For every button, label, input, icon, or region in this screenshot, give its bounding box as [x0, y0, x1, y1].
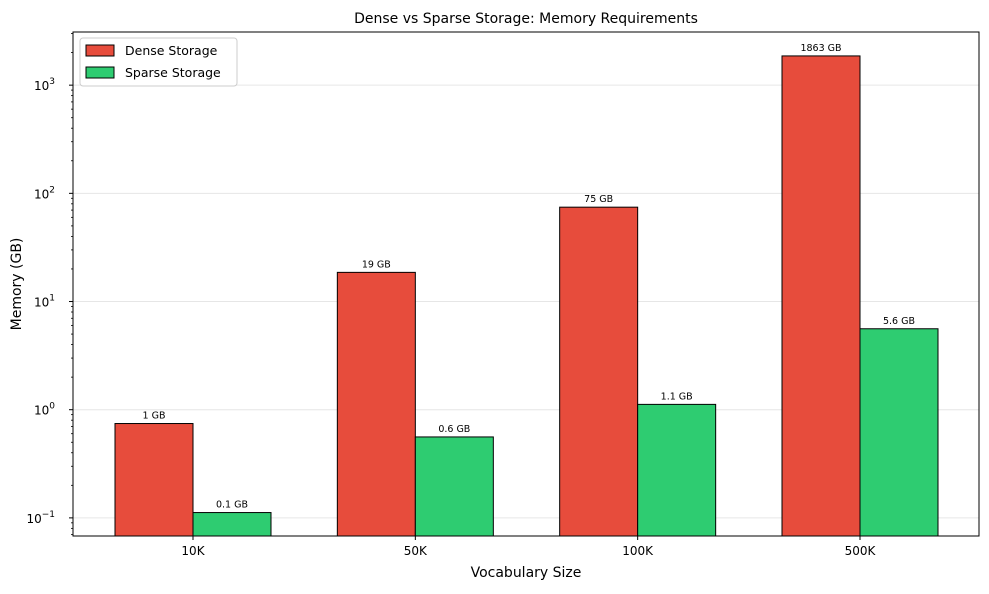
x-tick-label: 100K — [622, 544, 654, 558]
y-tick-label: 101 — [34, 294, 55, 310]
bar-dense — [559, 206, 639, 537]
y-axis-label: Memory (GB) — [9, 238, 25, 331]
y-axis-ticks: 10−1 100 101 102 103 — [26, 77, 73, 526]
legend-label-dense: Dense Storage — [125, 43, 218, 58]
legend-swatch-dense — [85, 44, 115, 57]
legend-swatch-sparse — [85, 66, 115, 79]
x-axis-label: Vocabulary Size — [471, 565, 582, 581]
chart-title: Dense vs Sparse Storage: Memory Requirem… — [354, 11, 698, 27]
y-tick-label: 102 — [34, 185, 55, 201]
legend: Dense Storage Sparse Storage — [79, 37, 238, 87]
bar-dense — [336, 271, 416, 537]
bar-value-label: 0.6 GB — [438, 424, 470, 435]
x-axis-ticks: 10K 50K 100K 500K — [181, 536, 877, 558]
plot-frame — [72, 31, 980, 537]
bar-value-label: 1 GB — [143, 411, 166, 422]
bar-sparse — [637, 403, 717, 537]
x-tick-label: 50K — [404, 544, 428, 558]
bar-value-label: 75 GB — [584, 194, 613, 205]
y-tick-label: 103 — [34, 77, 55, 93]
y-tick-label: 100 — [34, 402, 55, 418]
bar-dense — [114, 423, 194, 537]
x-tick-label: 500K — [845, 544, 877, 558]
bar-value-label: 0.1 GB — [216, 500, 248, 511]
bars — [114, 55, 939, 537]
y-tick-label: 10−1 — [26, 510, 55, 526]
bar-sparse — [414, 436, 494, 537]
bar-value-label: 19 GB — [362, 259, 391, 270]
bar-sparse — [859, 328, 939, 537]
bar-sparse — [192, 512, 272, 537]
x-tick-label: 10K — [181, 544, 205, 558]
bar-value-label: 1.1 GB — [661, 391, 693, 402]
bar-value-labels: 1 GB 0.1 GB 19 GB 0.6 GB 75 GB 1.1 GB 1863 GB 5… — [143, 43, 915, 511]
bar-value-label: 1863 GB — [800, 43, 841, 54]
bar-dense — [781, 55, 861, 537]
legend-label-sparse: Sparse Storage — [125, 65, 221, 80]
bar-value-label: 5.6 GB — [883, 316, 915, 327]
legend-box — [79, 37, 238, 87]
